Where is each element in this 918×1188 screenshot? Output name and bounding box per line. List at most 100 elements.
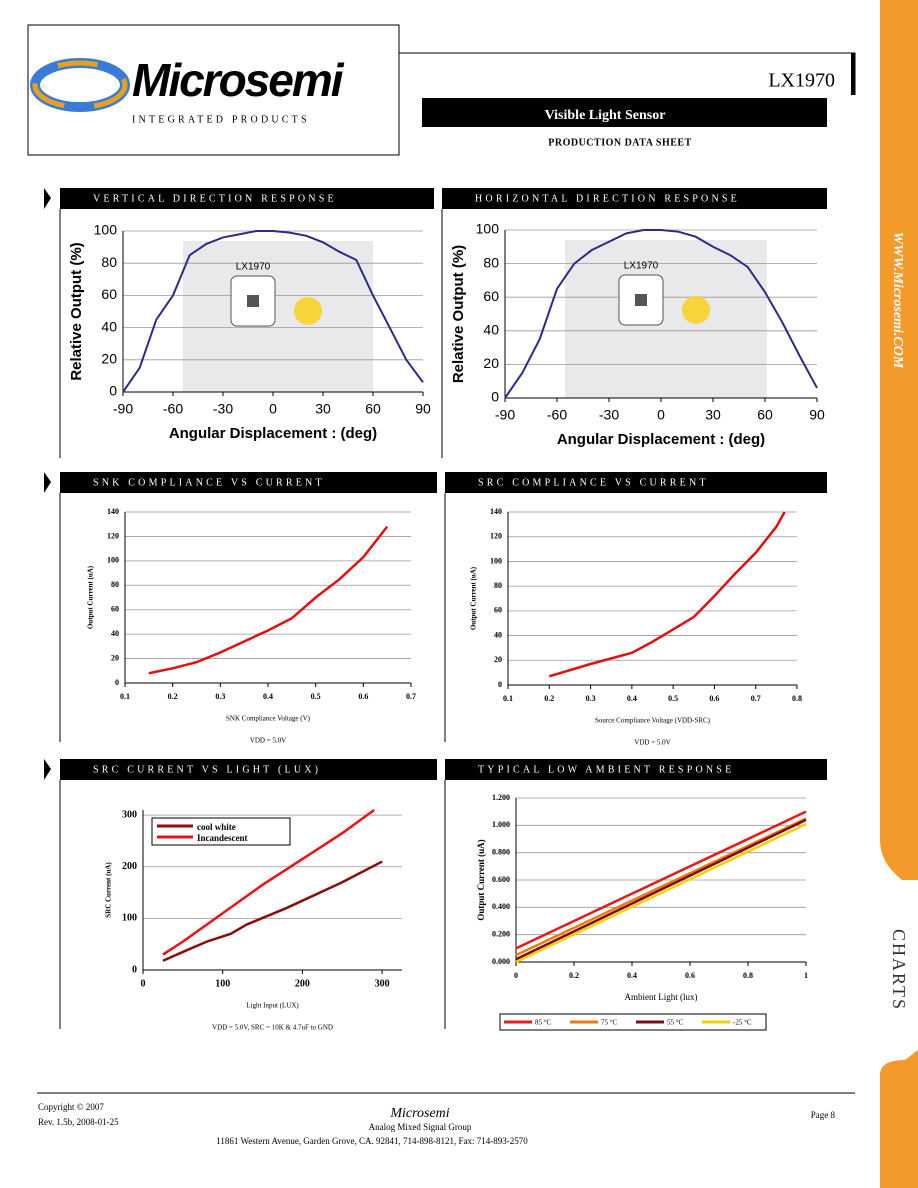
y-tick-label: 60	[494, 606, 502, 615]
y-tick-label: 20	[101, 351, 117, 367]
y-tick-label: 0	[115, 678, 119, 687]
y-tick-label: 0	[498, 680, 502, 689]
y-tick-label: 100	[122, 913, 137, 924]
section-marker	[44, 472, 51, 493]
y-tick-label: 100	[94, 222, 118, 238]
revision: Rev. 1.5b, 2008-01-25	[38, 1117, 119, 1127]
data-line	[122, 230, 424, 393]
data-line	[148, 525, 389, 675]
chart-title: SNK COMPLIANCE VS CURRENT	[93, 477, 325, 488]
y-tick-label: 20	[483, 355, 499, 371]
x-tick-label: 0.7	[751, 694, 761, 703]
footer-address: 11861 Western Avenue, Garden Grove, CA. …	[216, 1136, 528, 1146]
x-tick-label: 200	[295, 978, 310, 989]
section-marker	[426, 188, 433, 209]
x-tick-label: 0.1	[503, 694, 513, 703]
x-tick-label: -90	[495, 407, 515, 423]
x-tick-label: 0.7	[406, 692, 416, 701]
x-tick-label: 0.1	[120, 692, 130, 701]
y-tick-label: 40	[101, 318, 117, 334]
x-tick-label: 0	[141, 978, 146, 989]
y-tick-label: 40	[483, 322, 499, 338]
chart-title: SRC CURRENT VS LIGHT (LUX)	[93, 764, 321, 775]
y-tick-label: 140	[107, 507, 119, 516]
plot-background	[183, 241, 373, 392]
y-tick-label: 300	[122, 809, 137, 820]
sidebar-section: CHARTS	[889, 929, 909, 1011]
x-tick-label: 0.8	[792, 694, 802, 703]
data-line	[515, 810, 807, 950]
x-tick-label: 0.5	[311, 692, 321, 701]
chart-title: HORIZONTAL DIRECTION RESPONSE	[475, 193, 740, 204]
product-name: Visible Light Sensor	[545, 108, 666, 123]
legend-label: cool white	[197, 822, 236, 832]
charts: VERTICAL DIRECTION RESPONSE020406080100-…	[44, 188, 827, 1032]
logo-ring-accent	[32, 60, 128, 110]
y-tick-label: 60	[111, 605, 119, 614]
sidebar-band	[880, 0, 918, 1188]
y-tick-label: 120	[490, 532, 502, 541]
footer-company: Microsemi	[389, 1106, 449, 1121]
y-tick-label: 0	[491, 389, 499, 405]
legend-label: 55 °C	[667, 1019, 684, 1027]
y-tick-label: 120	[107, 531, 119, 540]
annotation: LX1970	[624, 261, 659, 272]
x-tick-label: -30	[213, 401, 233, 417]
x-tick-label: 0.3	[586, 694, 596, 703]
doc-type: PRODUCTION DATA SHEET	[548, 137, 691, 148]
x-tick-label: -60	[163, 401, 183, 417]
legend-box	[499, 1013, 767, 1031]
y-tick-label: 0.800	[492, 847, 510, 856]
y-tick-label: 1.200	[492, 793, 510, 802]
y-tick-label: 80	[483, 254, 499, 270]
y-tick-label: 80	[111, 580, 119, 589]
x-tick-label: 300	[375, 978, 390, 989]
x-tick-label: -90	[113, 401, 133, 417]
section-bar	[445, 472, 827, 493]
logo-text: Microsemi	[132, 54, 345, 106]
data-line	[515, 818, 807, 961]
section-bar	[445, 759, 827, 780]
x-tick-label: 0.2	[544, 694, 554, 703]
x-tick-label: 90	[415, 401, 431, 417]
y-tick-label: 140	[490, 507, 502, 516]
chart-title: VERTICAL DIRECTION RESPONSE	[93, 193, 337, 204]
x-axis-label: Angular Displacement : (deg)	[169, 425, 377, 442]
chart-title: SRC COMPLIANCE VS CURRENT	[478, 477, 709, 488]
product-bar	[422, 98, 827, 127]
sidebar-tab	[880, 880, 918, 1050]
y-tick-label: 20	[111, 653, 119, 662]
y-axis-label: Output Current (uA)	[470, 566, 478, 630]
y-tick-label: 40	[494, 630, 502, 639]
x-tick-label: -60	[547, 407, 567, 423]
x-tick-label: 0.2	[168, 692, 178, 701]
y-tick-label: 100	[490, 556, 502, 565]
x-tick-label: 1	[804, 971, 808, 980]
x-tick-label: 0.4	[263, 692, 273, 701]
footer-group: Analog Mixed Signal Group	[369, 1122, 472, 1132]
y-tick-label: 80	[101, 254, 117, 270]
sidebar-url: WWW.Microsemi.COM	[890, 232, 905, 369]
y-tick-label: 20	[494, 655, 502, 664]
data-line	[548, 511, 786, 678]
page-number: Page 8	[811, 1110, 836, 1120]
data-line	[515, 817, 807, 957]
y-tick-label: 1.000	[492, 820, 510, 829]
x-tick-label: 0.5	[668, 694, 678, 703]
y-tick-label: 80	[494, 581, 502, 590]
x-tick-label: 0.2	[569, 971, 579, 980]
y-tick-label: 60	[101, 286, 117, 302]
x-tick-label: 0.4	[627, 694, 637, 703]
bulb-icon	[294, 297, 322, 325]
data-line	[504, 229, 818, 399]
legend-box	[151, 817, 291, 846]
note: VDD = 5.0V, SRC = 10K & 4.7uF to GND	[212, 1024, 333, 1032]
y-tick-label: 0	[109, 383, 117, 399]
section-marker	[44, 188, 51, 209]
section-bar	[60, 472, 437, 493]
y-tick-label: 0.200	[492, 929, 510, 938]
y-tick-label: 100	[107, 556, 119, 565]
y-tick-label: 0.600	[492, 875, 510, 884]
